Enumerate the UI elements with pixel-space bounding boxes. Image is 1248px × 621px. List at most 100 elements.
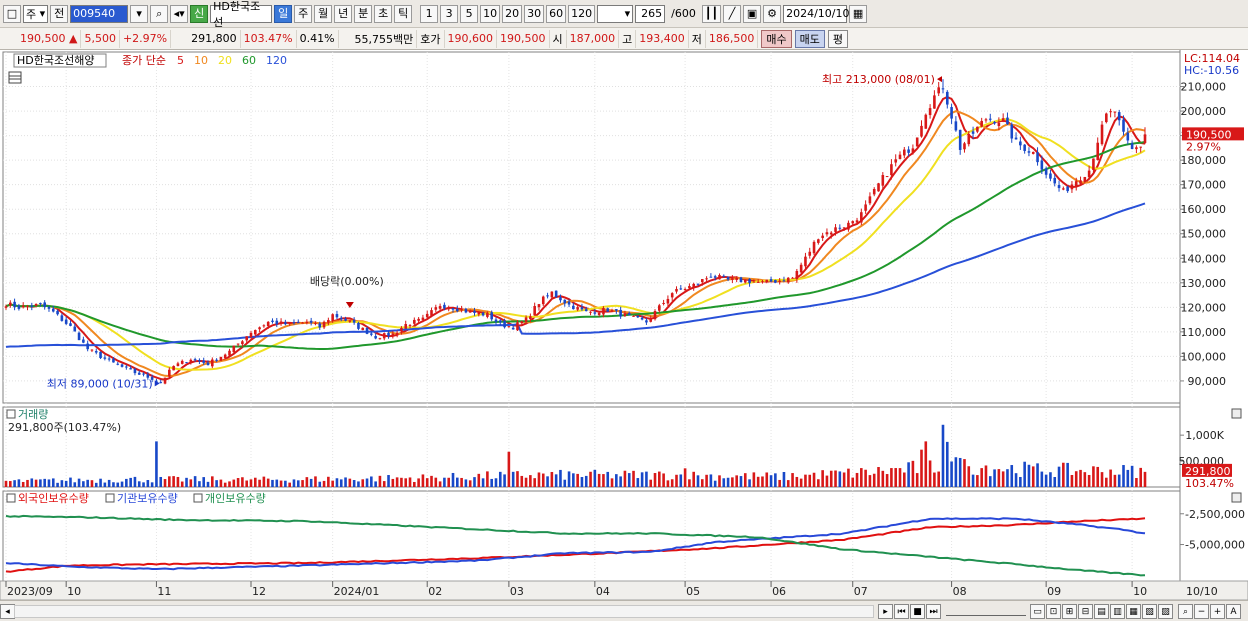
ma60-line bbox=[5, 141, 1146, 350]
volume-bar bbox=[855, 472, 859, 487]
tool-i-icon[interactable]: ▨ bbox=[1158, 604, 1173, 619]
code-input[interactable]: 009540 bbox=[70, 4, 129, 23]
volume-bar bbox=[301, 480, 304, 487]
volume-bar bbox=[150, 482, 154, 487]
period-tab-week[interactable]: 주 bbox=[294, 4, 313, 23]
tool-a-icon[interactable]: ▭ bbox=[1030, 604, 1045, 619]
zoom-slider[interactable] bbox=[946, 606, 1026, 616]
volume-bar bbox=[305, 477, 309, 487]
font-icon[interactable]: A bbox=[1226, 604, 1241, 619]
candle-body bbox=[700, 279, 704, 283]
scroll-left-icon[interactable]: ◂ bbox=[0, 604, 15, 619]
speaker-icon[interactable]: ◂▾ bbox=[170, 4, 189, 23]
gear-icon[interactable]: ⚙ bbox=[763, 4, 782, 23]
interval-dropdown[interactable]: ▾ bbox=[597, 4, 634, 23]
tool-d-icon[interactable]: ⊟ bbox=[1078, 604, 1093, 619]
candle-body bbox=[529, 316, 532, 320]
tool-c-icon[interactable]: ⊞ bbox=[1062, 604, 1077, 619]
calendar-icon[interactable]: ▦ bbox=[849, 4, 868, 23]
volume-bar bbox=[490, 478, 493, 487]
period-tab-minute[interactable]: 분 bbox=[354, 4, 373, 23]
shin-badge[interactable]: 신 bbox=[190, 4, 209, 23]
volume-bar bbox=[683, 468, 687, 487]
date-tick-label: 2023/09 bbox=[7, 585, 53, 598]
interval-60[interactable]: 60 bbox=[546, 4, 567, 23]
rewind-icon[interactable]: ⏮ bbox=[894, 604, 909, 619]
avg-button[interactable]: 평 bbox=[827, 29, 849, 48]
draw-tool-icon[interactable]: ╱ bbox=[723, 4, 742, 23]
scroll-right-icon[interactable]: ▸ bbox=[878, 604, 893, 619]
interval-120[interactable]: 120 bbox=[568, 4, 596, 23]
zoom-icon[interactable]: ⌕ bbox=[1178, 604, 1193, 619]
period-select[interactable]: 주 ▾ bbox=[23, 4, 49, 23]
buy-button[interactable]: 매수 bbox=[761, 29, 792, 48]
price-tick-label: 100,000 bbox=[1181, 350, 1227, 363]
candle-body bbox=[232, 345, 236, 353]
tool-h-icon[interactable]: ▧ bbox=[1142, 604, 1157, 619]
chart-type-icon[interactable]: □ bbox=[3, 4, 21, 23]
period-tab-day[interactable]: 일 bbox=[274, 4, 293, 23]
volume-bar bbox=[56, 482, 59, 487]
date-tick-label: 08 bbox=[953, 585, 967, 598]
prev-button[interactable]: 전 bbox=[50, 4, 69, 23]
volume-bar bbox=[159, 476, 163, 487]
volume-bar bbox=[576, 473, 579, 487]
candle-body bbox=[56, 310, 59, 315]
search-icon[interactable]: ⌕ bbox=[150, 4, 169, 23]
zoom-in-icon[interactable]: + bbox=[1210, 604, 1225, 619]
tool-g-icon[interactable]: ▦ bbox=[1126, 604, 1141, 619]
period-tab-tick[interactable]: 틱 bbox=[394, 4, 413, 23]
interval-10[interactable]: 10 bbox=[480, 4, 501, 23]
period-tab-month[interactable]: 월 bbox=[314, 4, 333, 23]
period-tab-second[interactable]: 초 bbox=[374, 4, 393, 23]
chart-area[interactable]: 90,000 100,000 110,000 120,000 130,000 140,00… bbox=[0, 50, 1248, 600]
tool-f-icon[interactable]: ▥ bbox=[1110, 604, 1125, 619]
interval-3[interactable]: 3 bbox=[440, 4, 459, 23]
volume-bar bbox=[1122, 465, 1125, 487]
volume-bar bbox=[387, 475, 390, 487]
count-input[interactable]: 265 bbox=[635, 4, 666, 23]
candle-body bbox=[864, 204, 867, 211]
candle-body bbox=[241, 341, 244, 345]
interval-5[interactable]: 5 bbox=[460, 4, 479, 23]
period-tab-year[interactable]: 년 bbox=[334, 4, 353, 23]
volume-bar bbox=[537, 472, 541, 487]
candle-body bbox=[945, 91, 949, 105]
volume-bar bbox=[885, 474, 889, 487]
volume-bar bbox=[619, 476, 622, 487]
sell-button[interactable]: 매도 bbox=[794, 29, 825, 48]
candle-icon[interactable]: ┃┃ bbox=[701, 4, 722, 23]
interval-1[interactable]: 1 bbox=[420, 4, 439, 23]
zoom-out-icon[interactable]: − bbox=[1194, 604, 1209, 619]
volume-bar bbox=[632, 470, 635, 487]
candle-body bbox=[847, 222, 850, 230]
scrollbar[interactable] bbox=[14, 605, 874, 618]
price-change: 5,500 bbox=[81, 29, 120, 48]
date-input[interactable]: 2024/10/10 bbox=[783, 4, 850, 23]
interval-30[interactable]: 30 bbox=[524, 4, 545, 23]
save-icon[interactable]: ▣ bbox=[743, 4, 762, 23]
volume-bar bbox=[645, 471, 648, 487]
volume-bar bbox=[357, 481, 360, 487]
candle-body bbox=[404, 324, 408, 329]
volume-bar bbox=[627, 473, 631, 487]
interval-20[interactable]: 20 bbox=[502, 4, 523, 23]
candle-body bbox=[1100, 124, 1104, 145]
candle-body bbox=[885, 176, 889, 178]
candle-body bbox=[1001, 118, 1005, 122]
volume-bar bbox=[739, 476, 743, 487]
volume-bar bbox=[352, 480, 356, 487]
candle-body bbox=[486, 312, 489, 317]
tool-b-icon[interactable]: ⊡ bbox=[1046, 604, 1061, 619]
code-dropdown-icon[interactable]: ▾ bbox=[130, 4, 149, 23]
tool-e-icon[interactable]: ▤ bbox=[1094, 604, 1109, 619]
candle-body bbox=[8, 302, 12, 306]
candle-body bbox=[258, 327, 261, 330]
stock-name-field[interactable]: HD한국조선 bbox=[210, 0, 273, 29]
volume-bar bbox=[481, 478, 485, 487]
last-pct-tag: 2.97% bbox=[1186, 140, 1221, 153]
volume-bar bbox=[245, 480, 248, 487]
candle-body bbox=[443, 304, 446, 309]
stop-icon[interactable]: ■ bbox=[910, 604, 925, 619]
forward-icon[interactable]: ⏭ bbox=[926, 604, 941, 619]
